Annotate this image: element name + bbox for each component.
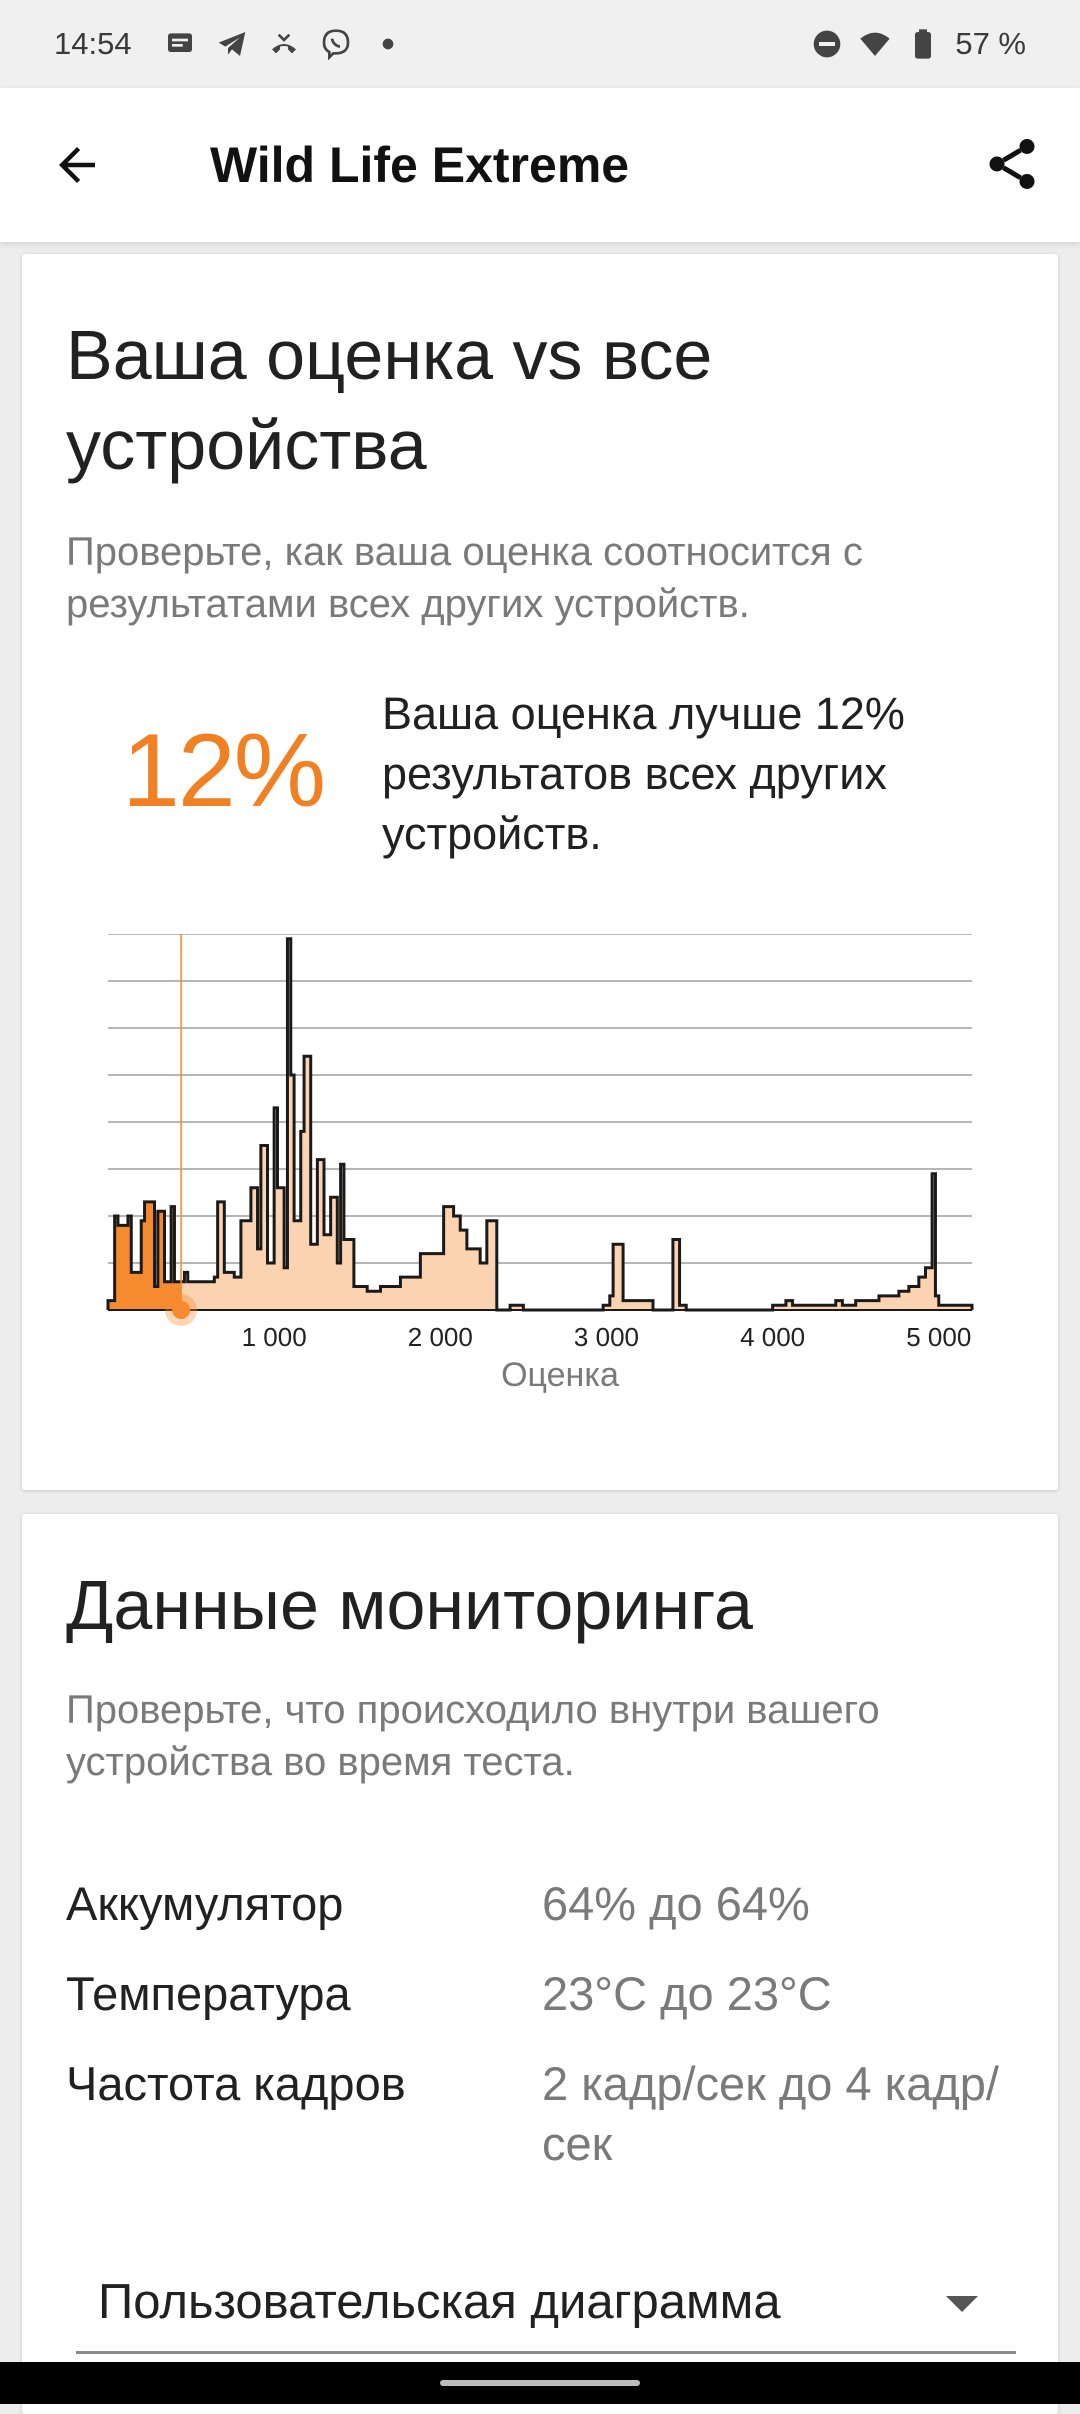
comparison-card: Ваша оценка vs все устройства Проверьте,…: [22, 254, 1058, 1490]
x-tick-label: 4 000: [740, 1322, 805, 1352]
chart-type-dropdown[interactable]: Пользовательская диаграмма: [76, 2254, 1016, 2354]
back-arrow-icon[interactable]: [50, 138, 104, 192]
status-time: 14:54: [54, 26, 132, 61]
x-tick-label: 5 000: [906, 1322, 971, 1352]
distribution-area: [108, 938, 972, 1310]
message-icon: [167, 33, 192, 52]
percentile-description: Ваша оценка лучше 12% результатов всех д…: [382, 688, 905, 859]
temperature-row: Температура 23°C до 23°C: [66, 1964, 1026, 2024]
monitoring-subtitle: Проверьте, что происходило внутри вашего…: [66, 1688, 880, 1784]
comparison-subtitle: Проверьте, как ваша оценка соотносится с…: [66, 530, 863, 626]
app-bar: Wild Life Extreme: [0, 88, 1080, 242]
x-tick-label: 3 000: [574, 1322, 639, 1352]
do-not-disturb-icon: [813, 30, 841, 58]
your-score-marker: [172, 1301, 191, 1319]
system-navigation-bar: [0, 2362, 1080, 2404]
distribution-line: [106, 937, 974, 1312]
notification-icons: [164, 28, 404, 60]
your-score-area: [108, 1201, 182, 1310]
battery-icon: [915, 29, 932, 59]
wifi-icon: [860, 32, 890, 56]
battery-row: Аккумулятор 64% до 64%: [66, 1874, 1026, 1934]
battery-value: 64% до 64%: [542, 1877, 810, 1930]
battery-percent: 57 %: [955, 26, 1026, 61]
gesture-handle[interactable]: [440, 2380, 640, 2386]
temperature-label: Температура: [66, 1967, 351, 2020]
share-icon[interactable]: [982, 134, 1042, 194]
score-percentile: 12%: [122, 713, 326, 829]
framerate-label: Частота кадров: [66, 2057, 406, 2110]
x-tick-label: 1 000: [242, 1322, 307, 1352]
telegram-icon: [218, 32, 245, 56]
dropdown-caret-icon: [946, 2296, 978, 2312]
x-axis-label: Оценка: [501, 1356, 619, 1394]
temperature-value: 23°C до 23°C: [542, 1967, 832, 2020]
framerate-value: 2 кадр/сек до 4 кадр/сек: [542, 2057, 999, 2170]
framerate-row: Частота кадров 2 кадр/сек до 4 кадр/сек: [66, 2054, 1026, 2174]
dropdown-selected-value: Пользовательская диаграмма: [98, 2275, 781, 2329]
missed-call-icon: [271, 33, 296, 54]
viber-icon: [322, 29, 349, 60]
x-tick-label: 2 000: [408, 1322, 473, 1352]
page-title: Wild Life Extreme: [210, 137, 630, 193]
status-bar: 14:54 57 %: [0, 0, 1080, 88]
score-distribution-chart: 1 000 2 000 3 000 4 000 5 000 Оценка: [106, 934, 974, 1394]
monitoring-heading: Данные мониторинга: [66, 1566, 753, 1644]
more-notifications-dot-icon: [382, 38, 393, 50]
comparison-heading: Ваша оценка vs все устройства: [66, 316, 713, 484]
status-right: 57 %: [811, 26, 1026, 62]
monitoring-card: Данные мониторинга Проверьте, что происх…: [22, 1514, 1058, 2414]
battery-label: Аккумулятор: [66, 1877, 344, 1930]
